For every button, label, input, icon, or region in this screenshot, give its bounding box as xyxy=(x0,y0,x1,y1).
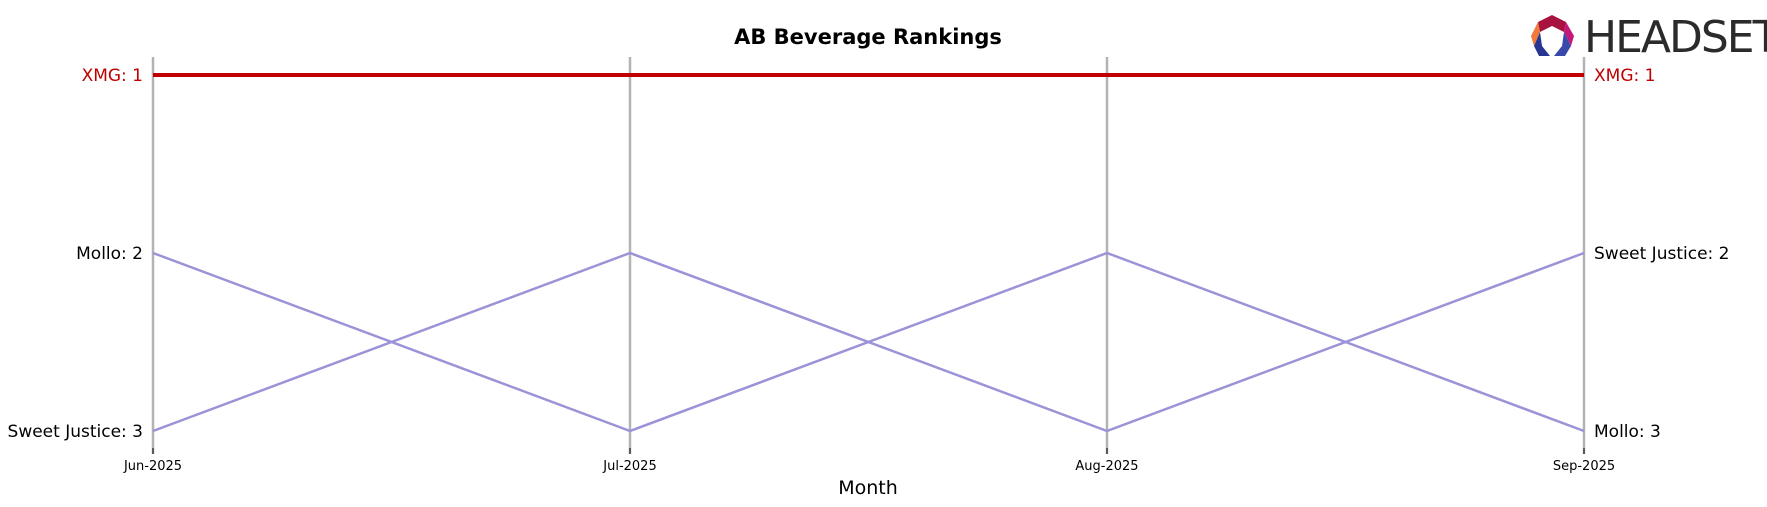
end-rank-label: Sweet Justice: 2 xyxy=(1594,244,1729,264)
series-line-sweet-justice xyxy=(152,251,1585,433)
x-tick-label: Jun-2025 xyxy=(123,459,182,474)
x-tick-label: Sep-2025 xyxy=(1553,459,1615,474)
start-rank-label: Mollo: 2 xyxy=(76,244,143,264)
x-axis-label: Month xyxy=(838,477,898,499)
end-rank-label: Mollo: 3 xyxy=(1594,422,1661,442)
end-labels: XMG: 1 Mollo: 2 Sweet Justice: 3 XMG: 1 Swee… xyxy=(8,66,1730,442)
series-lines xyxy=(152,73,1585,433)
x-tick-label: Aug-2025 xyxy=(1075,459,1138,474)
x-tick-label: Jul-2025 xyxy=(602,459,656,474)
end-rank-label: XMG: 1 xyxy=(1594,66,1655,86)
logo-text: HEADSET xyxy=(1584,12,1767,63)
month-axes: Jun-2025 Jul-2025 Aug-2025 Sep-2025 xyxy=(123,57,1615,474)
headset-logo: HEADSET xyxy=(1531,12,1767,63)
start-rank-label: Sweet Justice: 3 xyxy=(8,422,143,442)
chart-title: AB Beverage Rankings xyxy=(734,25,1002,49)
start-rank-label: XMG: 1 xyxy=(82,66,143,86)
